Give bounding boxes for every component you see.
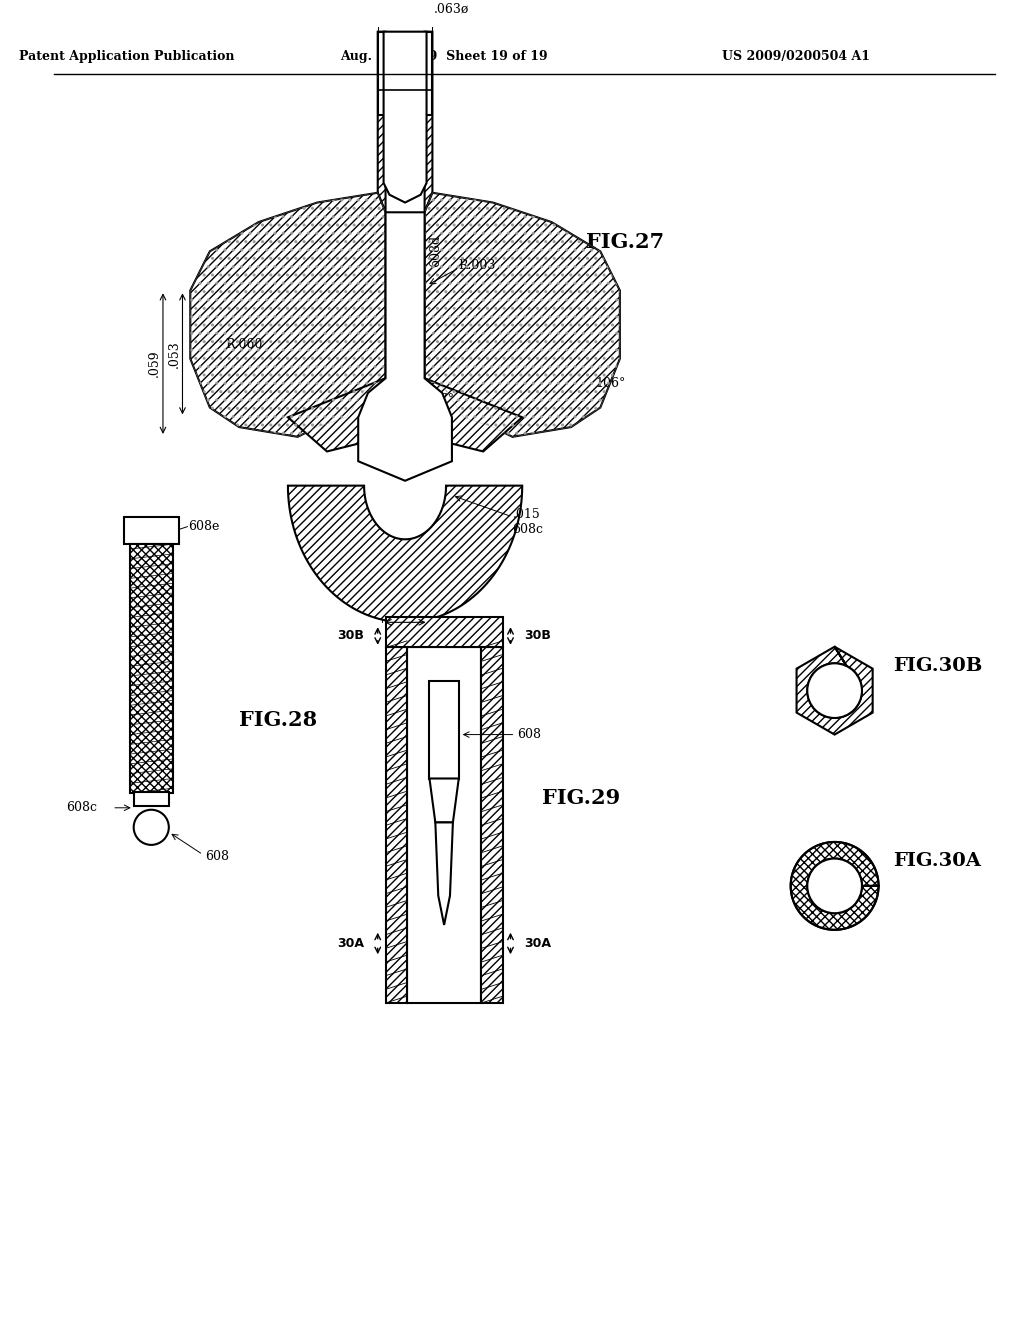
- Text: 30A: 30A: [524, 937, 551, 950]
- Text: FIG.30A: FIG.30A: [893, 853, 981, 870]
- Polygon shape: [791, 842, 879, 929]
- Polygon shape: [797, 647, 872, 734]
- Polygon shape: [429, 779, 459, 822]
- Text: 608c: 608c: [512, 523, 544, 536]
- Bar: [378, 32, 432, 115]
- Bar: [130, 544, 173, 793]
- Text: R.003: R.003: [459, 260, 497, 272]
- Text: 56.7°: 56.7°: [420, 393, 454, 407]
- Polygon shape: [425, 32, 432, 213]
- Text: FIG.27: FIG.27: [586, 231, 664, 252]
- Circle shape: [807, 664, 862, 718]
- Polygon shape: [425, 379, 522, 451]
- Text: .055ø: .055ø: [430, 635, 466, 648]
- Text: FIG.30B: FIG.30B: [893, 657, 983, 676]
- Text: US 2009/0200504 A1: US 2009/0200504 A1: [722, 50, 869, 62]
- Text: .015: .015: [512, 508, 541, 521]
- Polygon shape: [425, 193, 620, 437]
- Text: 608e: 608e: [188, 520, 220, 533]
- Polygon shape: [288, 486, 522, 622]
- Circle shape: [134, 809, 169, 845]
- Text: FIG.28: FIG.28: [240, 710, 317, 730]
- Text: 608: 608: [205, 850, 229, 863]
- Text: 106°: 106°: [595, 376, 626, 389]
- Polygon shape: [358, 213, 452, 480]
- Text: 608d: 608d: [429, 235, 442, 268]
- Polygon shape: [190, 193, 386, 437]
- Polygon shape: [435, 822, 453, 925]
- Text: .063ø: .063ø: [434, 3, 470, 15]
- Text: 30B: 30B: [524, 630, 551, 643]
- Circle shape: [807, 858, 862, 913]
- Text: FIG.29: FIG.29: [542, 788, 620, 808]
- Polygon shape: [288, 379, 386, 451]
- Text: 608c: 608c: [67, 801, 97, 814]
- Text: .059: .059: [148, 350, 161, 378]
- Polygon shape: [384, 32, 427, 202]
- Text: .049ø: .049ø: [430, 618, 466, 631]
- Bar: [134, 792, 169, 805]
- Text: .053: .053: [168, 341, 180, 368]
- Bar: [429, 681, 459, 779]
- Text: R.060: R.060: [225, 338, 263, 351]
- Polygon shape: [386, 618, 503, 647]
- Bar: [124, 517, 178, 544]
- Polygon shape: [378, 32, 386, 213]
- Text: 30A: 30A: [337, 937, 365, 950]
- Text: Patent Application Publication: Patent Application Publication: [19, 50, 234, 62]
- Text: Aug. 13, 2009  Sheet 19 of 19: Aug. 13, 2009 Sheet 19 of 19: [340, 50, 548, 62]
- Text: 608: 608: [517, 729, 542, 741]
- Polygon shape: [386, 647, 407, 1003]
- Polygon shape: [481, 647, 503, 1003]
- Bar: [407, 647, 481, 1003]
- Text: 30B: 30B: [337, 630, 365, 643]
